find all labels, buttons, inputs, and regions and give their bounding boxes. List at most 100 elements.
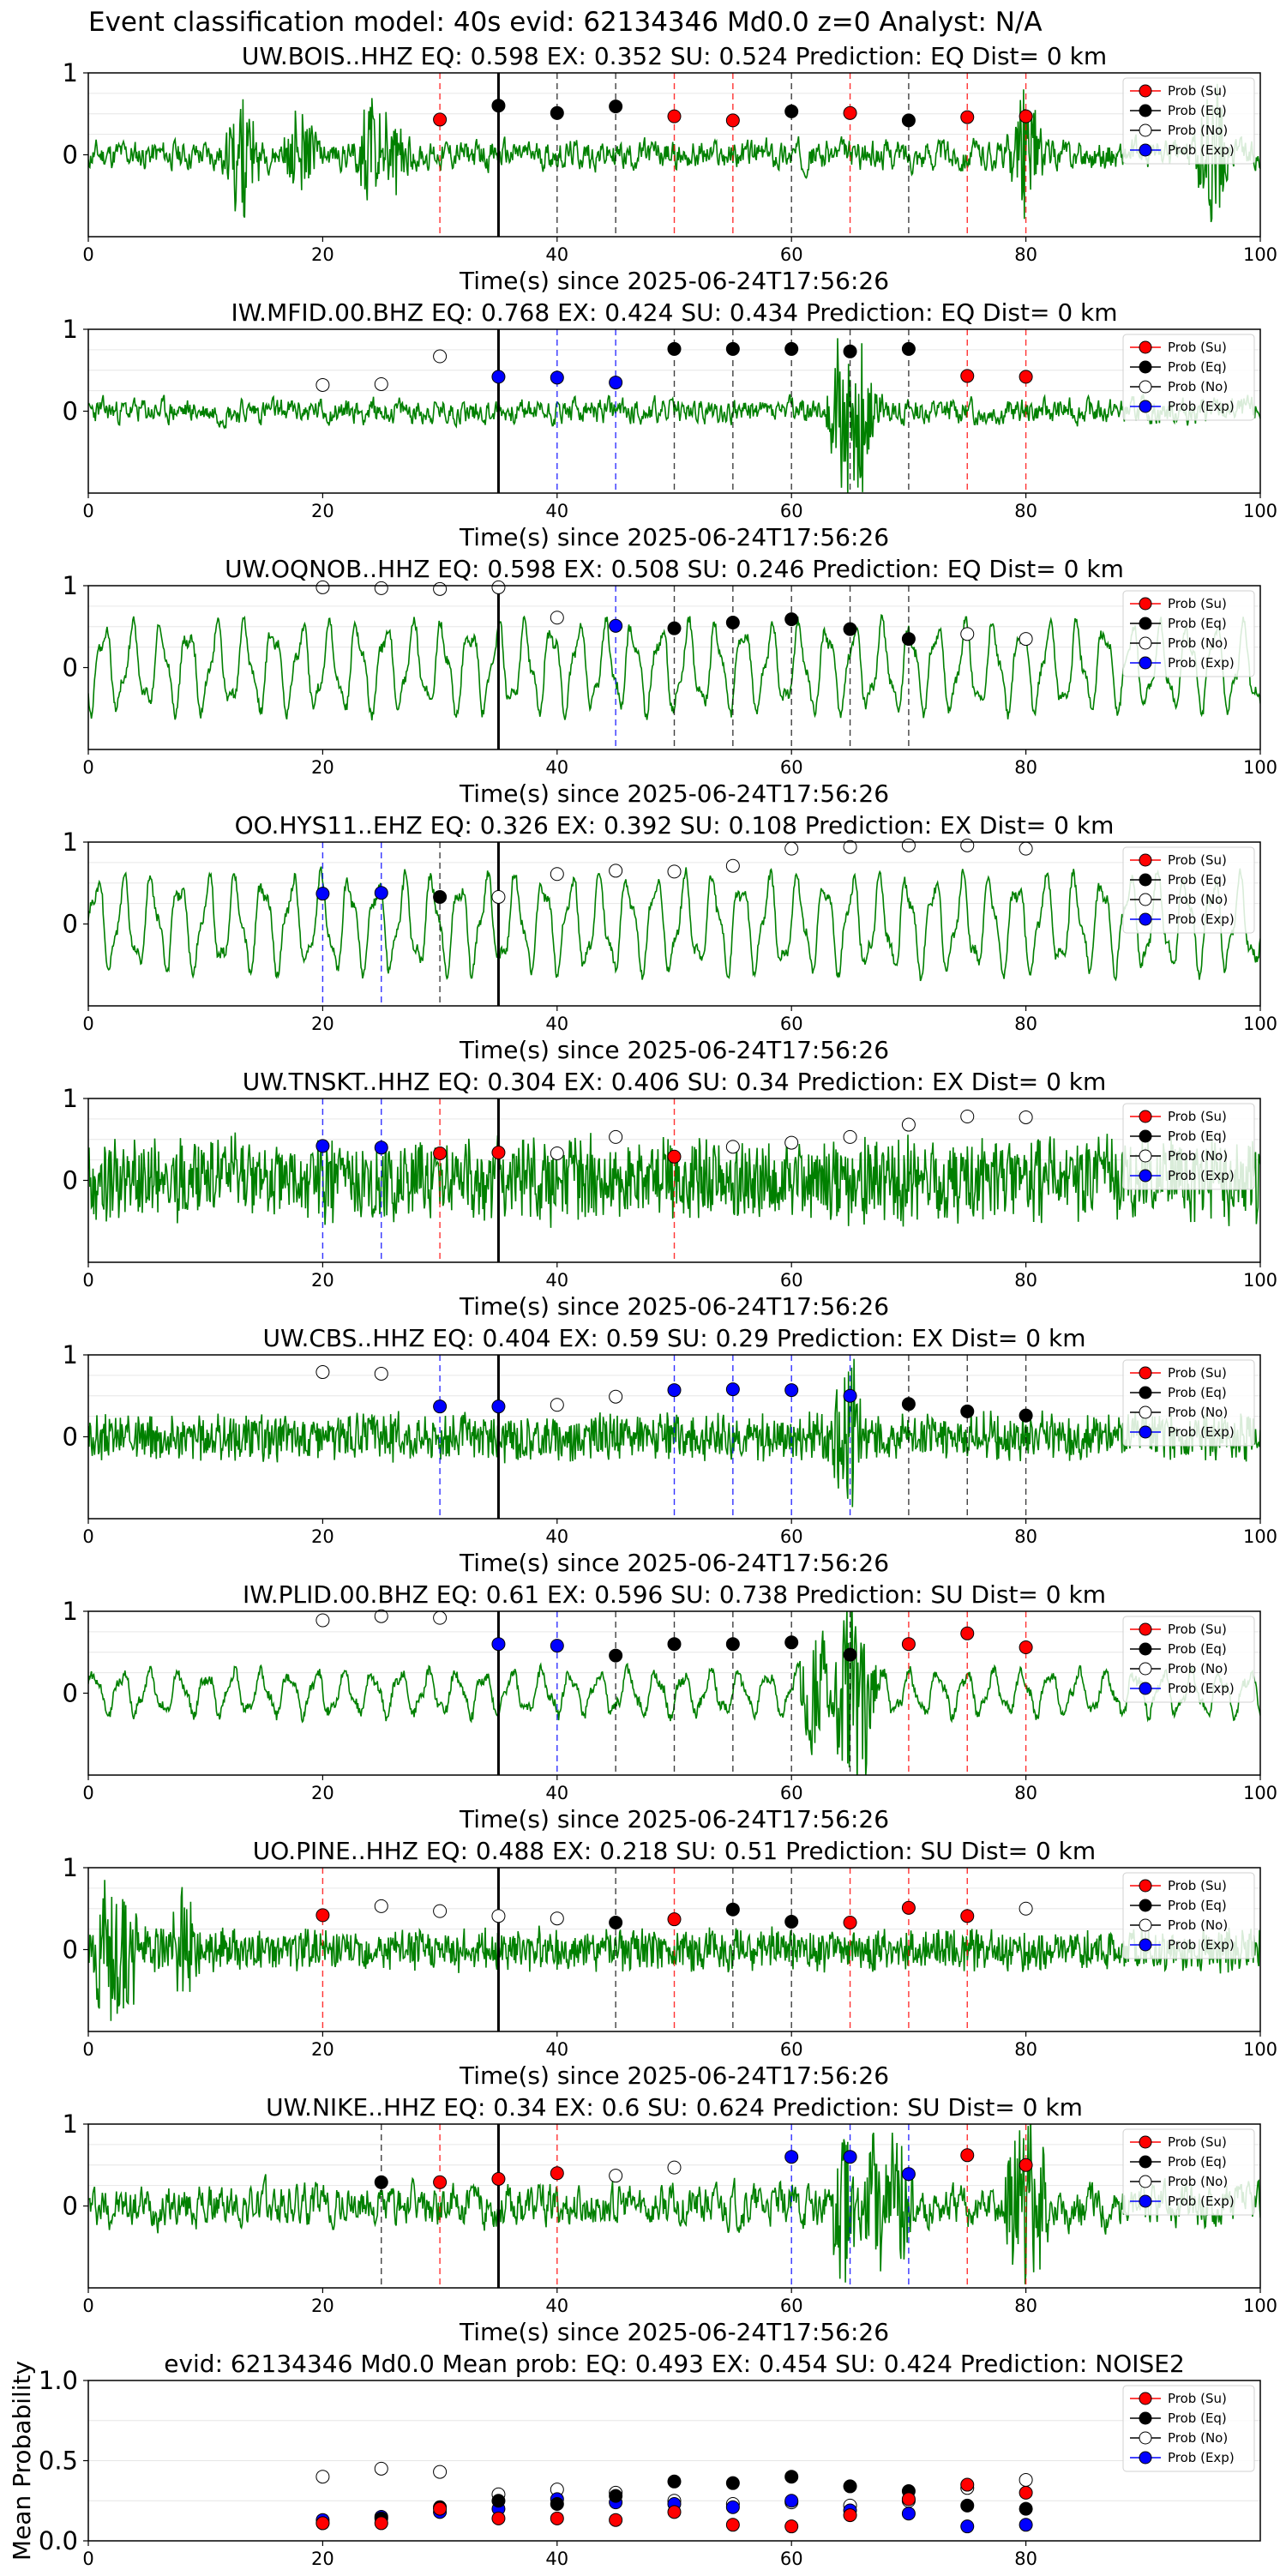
panel-6-point-eq xyxy=(1019,1408,1033,1423)
panel-4-ytick-label: 0 xyxy=(63,910,78,939)
panel-7-xtick-label: 80 xyxy=(1014,1783,1037,1803)
mean-panel-point-su xyxy=(433,2501,448,2516)
panel-7-waveform xyxy=(88,1611,1260,1775)
panel-4-title: OO.HYS11..EHZ EQ: 0.326 EX: 0.392 SU: 0.… xyxy=(235,811,1115,840)
panel-6-point-no xyxy=(374,1366,388,1381)
panel-7-point-exp xyxy=(550,1639,564,1653)
panel-7-point-eq xyxy=(725,1637,740,1652)
panel-5-xtick-label: 60 xyxy=(780,1270,803,1291)
panel-3-point-exp xyxy=(609,618,623,633)
panel-5-legend-marker-su xyxy=(1139,1110,1152,1123)
panel-3-point-no xyxy=(1019,632,1033,647)
panel-1-xtick-label: 80 xyxy=(1014,244,1037,265)
mean-panel-ytick-label: 1.0 xyxy=(39,2366,78,2395)
mean-panel: evid: 62134346 Md0.0 Mean prob: EQ: 0.49… xyxy=(8,2350,1261,2569)
panel-4-legend-label-no: Prob (No) xyxy=(1168,892,1228,907)
panel-5-xtick-label: 0 xyxy=(82,1270,93,1291)
panel-4-xtick-label: 0 xyxy=(82,1014,93,1034)
panel-5-legend-marker-eq xyxy=(1139,1129,1152,1143)
panel-4-legend-marker-su xyxy=(1139,853,1152,867)
panel-3-legend xyxy=(1122,590,1255,677)
panel-4-point-no xyxy=(491,889,506,904)
mean-panel-legend-label-eq: Prob (Eq) xyxy=(1168,2410,1227,2426)
panel-1-point-eq xyxy=(901,113,916,128)
panel-9-point-su xyxy=(960,2148,975,2163)
panel-4-point-eq xyxy=(433,889,448,904)
panel-1-legend-marker-exp xyxy=(1139,143,1152,157)
panel-6-legend-marker-eq xyxy=(1139,1386,1152,1399)
panel-6-xlabel: Time(s) since 2025-06-24T17:56:26 xyxy=(459,1549,889,1577)
mean-panel-point-su xyxy=(550,2511,564,2525)
panel-7-legend-label-no: Prob (No) xyxy=(1168,1661,1228,1676)
mean-panel-point-exp xyxy=(901,2507,916,2521)
panel-4-legend-marker-eq xyxy=(1139,873,1152,887)
panel-7-legend-marker-su xyxy=(1139,1622,1152,1636)
panel-2-xtick-label: 100 xyxy=(1243,501,1277,521)
mean-panel-point-eq xyxy=(1019,2501,1033,2516)
panel-5-point-no xyxy=(609,1129,623,1144)
panel-5: UW.TNSKT..HHZ EQ: 0.304 EX: 0.406 SU: 0.… xyxy=(63,1068,1278,1321)
panel-8-xtick-label: 0 xyxy=(82,2039,93,2060)
panel-5-point-no xyxy=(901,1117,916,1132)
panel-4-legend xyxy=(1122,846,1255,934)
panel-3-point-eq xyxy=(725,615,740,629)
panel-2: IW.MFID.00.BHZ EQ: 0.768 EX: 0.424 SU: 0… xyxy=(63,298,1278,551)
panel-1-xlabel: Time(s) since 2025-06-24T17:56:26 xyxy=(459,267,889,295)
panel-1-xtick-label: 60 xyxy=(780,244,803,265)
panel-5-ytick-label: 0 xyxy=(63,1166,78,1195)
panel-9: UW.NIKE..HHZ EQ: 0.34 EX: 0.6 SU: 0.624 … xyxy=(63,2093,1278,2346)
panel-4-point-no xyxy=(667,864,682,879)
panel-4-xtick-label: 60 xyxy=(780,1014,803,1034)
panel-8-legend xyxy=(1122,1872,1255,1959)
panel-4-point-no xyxy=(1019,841,1033,856)
panel-8-point-no xyxy=(491,1909,506,1923)
panel-3-xtick-label: 40 xyxy=(545,757,568,778)
panel-7-xtick-label: 20 xyxy=(311,1783,334,1803)
mean-panel-point-eq xyxy=(725,2476,740,2490)
panel-4-xtick-label: 100 xyxy=(1243,1014,1277,1034)
panel-1-xtick-label: 40 xyxy=(545,244,568,265)
panel-4-ytick-label: 1 xyxy=(63,828,78,857)
panel-5-legend xyxy=(1122,1103,1255,1190)
mean-panel-point-eq xyxy=(784,2470,799,2484)
panel-9-xtick-label: 20 xyxy=(311,2296,334,2316)
panel-8-point-eq xyxy=(609,1915,623,1929)
panel-1-point-su xyxy=(960,110,975,124)
mean-panel-xtick-label: 20 xyxy=(311,2549,334,2569)
panel-2-legend-marker-no xyxy=(1139,380,1152,394)
panel-9-xtick-label: 80 xyxy=(1014,2296,1037,2316)
mean-panel-ylabel: Mean Probability xyxy=(8,2361,36,2561)
mean-panel-point-no xyxy=(315,2470,330,2484)
panel-2-ytick-label: 0 xyxy=(63,397,78,426)
mean-panel-point-exp xyxy=(725,2500,740,2514)
panel-9-point-no xyxy=(667,2160,682,2175)
panel-9-point-exp xyxy=(843,2150,857,2164)
panel-3-ytick-label: 1 xyxy=(63,571,78,600)
panel-9-legend xyxy=(1122,2128,1255,2216)
panel-2-legend-label-su: Prob (Su) xyxy=(1168,340,1227,355)
panel-2-xtick-label: 0 xyxy=(82,501,93,521)
panel-7-xtick-label: 40 xyxy=(545,1783,568,1803)
mean-panel-point-no xyxy=(374,2461,388,2476)
panel-6-xtick-label: 20 xyxy=(311,1526,334,1547)
panel-1-xtick-label: 100 xyxy=(1243,244,1277,265)
mean-panel-point-su xyxy=(491,2511,506,2525)
panel-3-legend-label-eq: Prob (Eq) xyxy=(1168,616,1227,631)
panel-9-point-exp xyxy=(901,2167,916,2182)
panel-2-xtick-label: 60 xyxy=(780,501,803,521)
panel-7-legend-label-su: Prob (Su) xyxy=(1168,1622,1227,1637)
panel-5-legend-label-eq: Prob (Eq) xyxy=(1168,1129,1227,1144)
mean-panel-point-su xyxy=(725,2518,740,2532)
panel-6-point-exp xyxy=(433,1399,448,1414)
panel-5-xtick-label: 80 xyxy=(1014,1270,1037,1291)
panel-6-xtick-label: 40 xyxy=(545,1526,568,1547)
panel-7-legend-label-exp: Prob (Exp) xyxy=(1168,1681,1235,1696)
panel-5-point-exp xyxy=(374,1141,388,1155)
panel-2-point-su xyxy=(960,369,975,383)
panel-3-point-eq xyxy=(901,632,916,647)
panel-4-legend-label-exp: Prob (Exp) xyxy=(1168,912,1235,927)
mean-panel-legend-marker-exp xyxy=(1139,2451,1152,2465)
panel-6: UW.CBS..HHZ EQ: 0.404 EX: 0.59 SU: 0.29 … xyxy=(63,1324,1278,1577)
panel-6-xtick-label: 80 xyxy=(1014,1526,1037,1547)
